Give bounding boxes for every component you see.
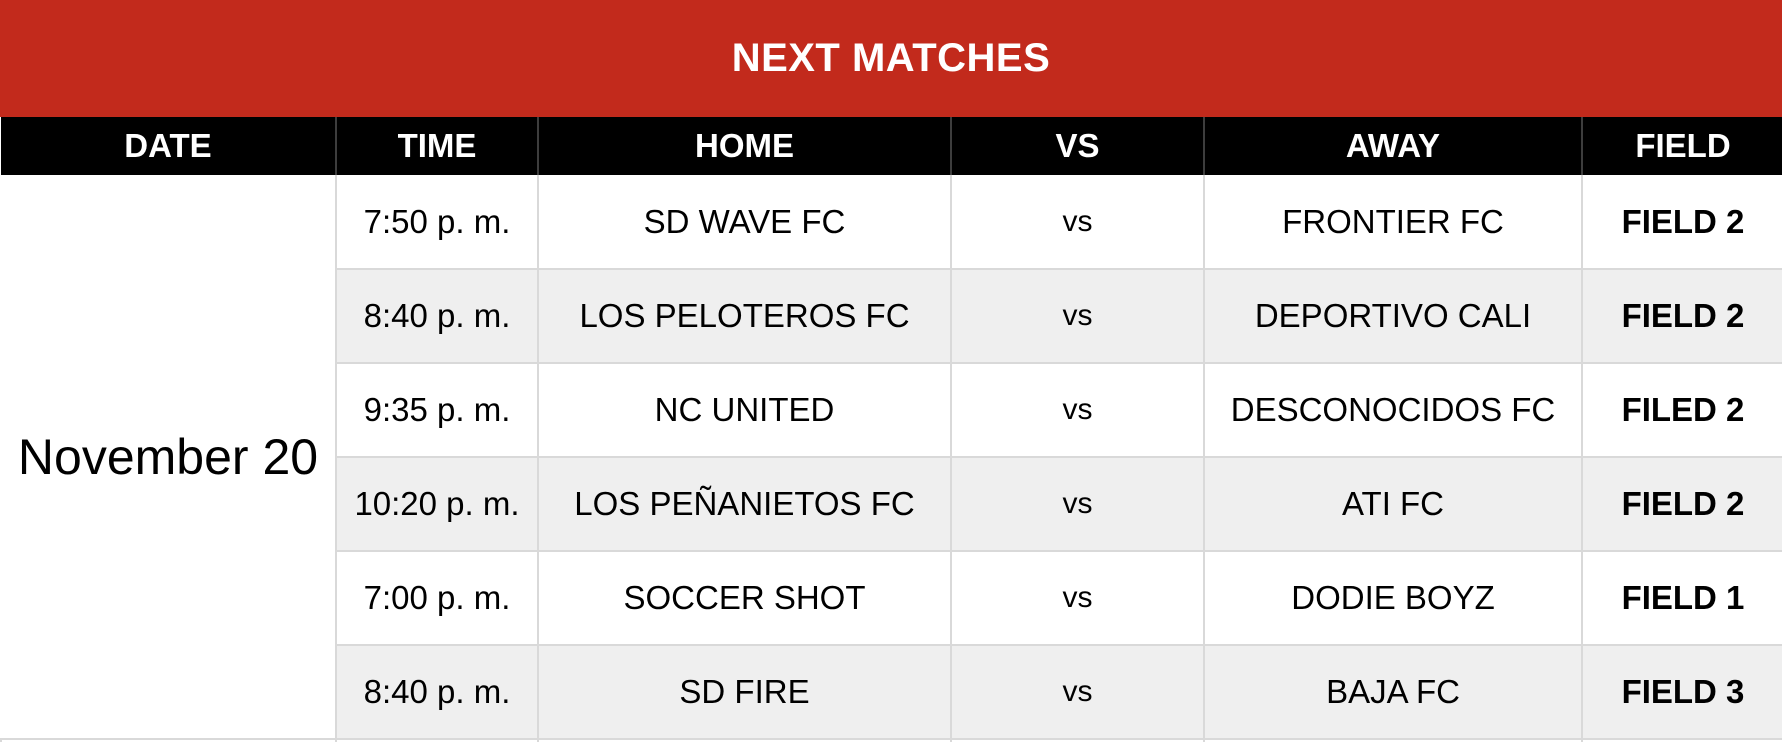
banner-title: NEXT MATCHES	[731, 36, 1051, 80]
header-cell-date: DATE	[1, 117, 336, 175]
time-cell: 9:35 p. m.	[335, 363, 538, 457]
home-team-cell: SD FIRE	[537, 645, 951, 739]
banner: NEXT MATCHES	[0, 0, 1782, 117]
vs-cell: vs	[950, 269, 1204, 363]
table-header-row: DATE TIME HOME VS AWAY FIELD	[1, 117, 1782, 175]
field-cell: FIELD 3	[1581, 645, 1782, 739]
next-row-partial	[0, 739, 1782, 742]
table-row: 9:35 p. m. NC UNITED vs DESCONOCIDOS FC …	[1, 363, 1782, 457]
header-cell-time: TIME	[335, 117, 538, 175]
home-team-cell: NC UNITED	[537, 363, 951, 457]
vs-cell: vs	[950, 645, 1204, 739]
vs-cell: vs	[950, 363, 1204, 457]
away-team-cell: DEPORTIVO CALI	[1203, 269, 1582, 363]
away-team-cell: ATI FC	[1203, 457, 1582, 551]
home-team-cell: LOS PEÑANIETOS FC	[537, 457, 951, 551]
away-team-cell: FRONTIER FC	[1203, 175, 1582, 269]
field-cell: FIELD 2	[1581, 457, 1782, 551]
field-cell: FILED 2	[1581, 363, 1782, 457]
time-cell: 8:40 p. m.	[335, 269, 538, 363]
home-team-cell: SOCCER SHOT	[537, 551, 951, 645]
field-cell: FIELD 2	[1581, 175, 1782, 269]
vs-cell: vs	[950, 457, 1204, 551]
table-row: November 20 7:50 p. m. SD WAVE FC vs FRO…	[1, 175, 1782, 739]
away-team-cell: DESCONOCIDOS FC	[1203, 363, 1582, 457]
header-cell-field: FIELD	[1581, 117, 1782, 175]
time-cell: 10:20 p. m.	[335, 457, 538, 551]
vs-cell: vs	[950, 175, 1204, 269]
schedule-table: DATE TIME HOME VS AWAY FIELD November 20…	[0, 117, 1782, 742]
home-team-cell: LOS PELOTEROS FC	[537, 269, 951, 363]
away-team-cell: DODIE BOYZ	[1203, 551, 1582, 645]
field-cell: FIELD 1	[1581, 551, 1782, 645]
header-cell-home: HOME	[537, 117, 951, 175]
header-cell-vs: VS	[950, 117, 1204, 175]
home-team-cell: SD WAVE FC	[537, 175, 951, 269]
time-cell: 7:00 p. m.	[335, 551, 538, 645]
vs-cell: vs	[950, 551, 1204, 645]
table-row: 8:40 p. m. LOS PELOTEROS FC vs DEPORTIVO…	[1, 269, 1782, 363]
date-cell: November 20	[1, 175, 337, 739]
table-row: 7:00 p. m. SOCCER SHOT vs DODIE BOYZ FIE…	[1, 551, 1782, 645]
away-team-cell: BAJA FC	[1203, 645, 1582, 739]
time-cell: 8:40 p. m.	[335, 645, 538, 739]
header-cell-away: AWAY	[1203, 117, 1582, 175]
table-row: 8:40 p. m. SD FIRE vs BAJA FC FIELD 3	[1, 645, 1782, 739]
table-row: 10:20 p. m. LOS PEÑANIETOS FC vs ATI FC …	[1, 457, 1782, 551]
time-cell: 7:50 p. m.	[335, 175, 538, 269]
field-cell: FIELD 2	[1581, 269, 1782, 363]
